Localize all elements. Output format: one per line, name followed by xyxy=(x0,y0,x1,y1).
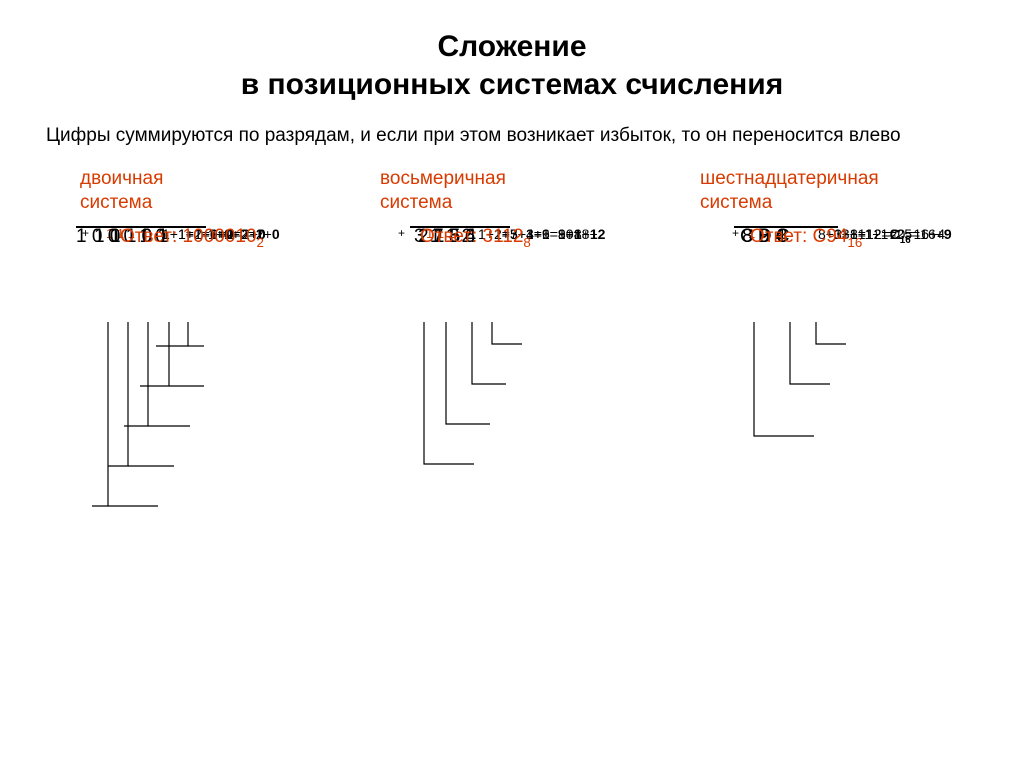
work-octal: 1 1 1 2 1 5 4 + 7 3 6 3 1 1 2 4+6=10=8+2… xyxy=(370,226,690,606)
description: Цифры суммируются по разрядам, и если пр… xyxy=(0,103,1024,149)
answer-hex: Ответ: C9416 xyxy=(750,226,862,250)
answer-octal: Ответ: 31128 xyxy=(420,226,531,250)
work-hex: 1 1 8 D 8 + 3 B C C 9 4 8+12=20=16+4 13+… xyxy=(690,226,994,606)
column-hex: шестнадцатеричная система 1 1 8 D 8 + 3 … xyxy=(690,167,994,606)
col-label-binary: двоичная система xyxy=(30,167,370,216)
plus-hex: + xyxy=(732,226,739,240)
title-line-2: в позиционных системах счисления xyxy=(0,66,1024,104)
title-line-1: Сложение xyxy=(0,28,1024,66)
page-title: Сложение в позиционных системах счислени… xyxy=(0,0,1024,103)
connector-lines-octal xyxy=(370,226,690,606)
answer-binary: Ответ: 10000102 xyxy=(120,226,264,250)
columns-container: двоичная система 1 1 1 1 0 1 0 1 + 1 1 0… xyxy=(0,149,1024,606)
column-octal: восьмеричная система 1 1 1 2 1 5 4 + 7 3… xyxy=(370,167,690,606)
col-label-hex: шестнадцатеричная система xyxy=(690,167,994,216)
column-binary: двоичная система 1 1 1 1 0 1 0 1 + 1 1 0… xyxy=(30,167,370,606)
col-label-octal: восьмеричная система xyxy=(370,167,690,216)
connector-lines-binary xyxy=(30,226,370,606)
plus-octal: + xyxy=(398,226,405,240)
connector-lines-hex xyxy=(690,226,1010,606)
work-binary: 1 1 1 1 0 1 0 1 + 1 1 0 1 1 0 0 0 1 0 xyxy=(30,226,370,606)
